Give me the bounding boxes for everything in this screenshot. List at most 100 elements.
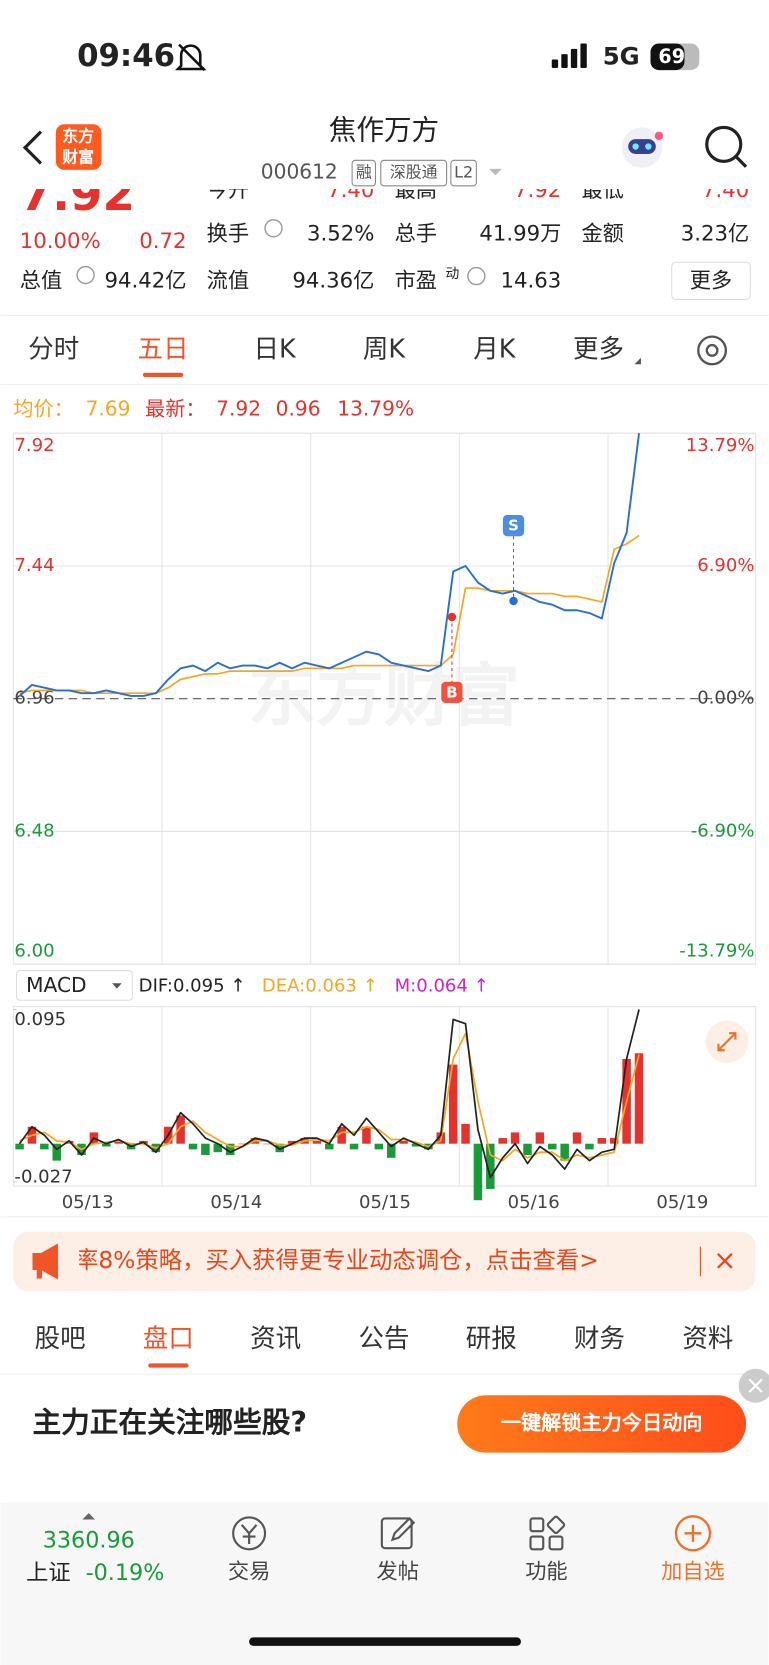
trade-icon[interactable] <box>232 1516 267 1551</box>
settings-icon[interactable] <box>697 335 728 366</box>
macd-bar <box>349 1143 359 1150</box>
promo-text: 主力正在关注哪些股? <box>32 1405 307 1439</box>
latest-value: 7.92 <box>216 396 261 420</box>
banner-text[interactable]: 率8%策略，买入获得更专业动态调仓，点击查看> <box>75 1246 599 1274</box>
macd-legend: M:0.064 ↑ <box>395 975 489 996</box>
macd-bar <box>560 1143 569 1161</box>
macd-chart: 0.095 -0.027 <box>12 1006 757 1201</box>
tab[interactable]: 资讯 <box>250 1324 301 1354</box>
macd-bar <box>201 1143 210 1156</box>
macd-bar <box>213 1143 223 1153</box>
index-name[interactable]: 上证 <box>26 1560 71 1586</box>
more-button[interactable] <box>671 261 751 300</box>
y-tick-label: 0.095 <box>14 1009 66 1030</box>
dropdown-icon[interactable] <box>489 168 502 176</box>
macd-bar <box>238 1143 247 1145</box>
field-label: 金额 <box>581 222 623 247</box>
trade-sell[interactable]: S <box>502 515 525 606</box>
macd-bar <box>325 1143 334 1150</box>
add-icon[interactable] <box>674 1515 712 1552</box>
tab[interactable]: 盘口 <box>143 1324 194 1354</box>
function-icon[interactable] <box>529 1515 566 1551</box>
search-icon[interactable] <box>705 125 748 168</box>
macd-bar <box>572 1132 582 1144</box>
tab-underline <box>148 1363 189 1368</box>
tab[interactable]: 资料 <box>682 1324 733 1354</box>
more-label[interactable]: 更多 <box>690 268 732 293</box>
index-value[interactable]: 3360.96 <box>43 1527 135 1553</box>
tab[interactable]: 月K <box>473 334 516 364</box>
robot-icon[interactable] <box>621 127 664 168</box>
tab[interactable]: 更多 <box>573 334 624 364</box>
macd-bar <box>52 1143 61 1161</box>
field-label: 换手 <box>207 222 249 247</box>
index-change[interactable]: -0.19% <box>86 1560 165 1586</box>
info-icon[interactable] <box>76 265 95 285</box>
expand-arrow[interactable] <box>82 1513 96 1520</box>
indicator-select[interactable] <box>16 970 133 1001</box>
nav-label[interactable]: 发帖 <box>377 1560 419 1585</box>
field-value: 94.42亿 <box>104 268 186 293</box>
trade-label: B <box>446 683 457 701</box>
indicator-name[interactable]: MACD <box>26 973 86 997</box>
field-label: 总值 <box>20 268 62 293</box>
x-tick-label: 05/16 <box>508 1192 560 1213</box>
macd-legend: DIF:0.095 ↑ <box>139 975 246 996</box>
tab[interactable]: 财务 <box>574 1324 625 1354</box>
trade-buy[interactable]: B <box>441 612 463 703</box>
info-icon[interactable] <box>467 266 486 286</box>
field-value: 41.99万 <box>479 222 561 247</box>
banner-close[interactable]: × <box>713 1243 736 1276</box>
tab[interactable]: 日K <box>254 334 297 364</box>
banner[interactable] <box>13 1231 756 1292</box>
y-tick-label: 6.96 <box>14 688 54 709</box>
tag-box <box>380 159 448 187</box>
macd-bar <box>634 1053 644 1144</box>
tab[interactable]: 研报 <box>466 1324 517 1354</box>
nav-label[interactable]: 交易 <box>228 1560 270 1585</box>
macd-bar <box>548 1143 557 1150</box>
macd-bar <box>498 1138 507 1144</box>
promo-button-label[interactable]: 一键解锁主力今日动向 <box>501 1410 703 1434</box>
info-icon[interactable] <box>264 219 283 238</box>
promo-close[interactable] <box>738 1368 769 1403</box>
stock-title: 焦作万方 <box>329 114 439 147</box>
macd-bar <box>448 1064 458 1144</box>
status-time: 09:46 <box>77 38 175 74</box>
y-tick-label: 7.44 <box>14 555 54 576</box>
dropdown-icon[interactable] <box>112 983 122 989</box>
tab[interactable]: 周K <box>363 334 406 364</box>
avg-value: 7.69 <box>86 396 131 420</box>
field-value: 3.23亿 <box>681 222 749 247</box>
tab[interactable]: 分时 <box>28 334 79 364</box>
expand-icon[interactable] <box>705 1020 749 1063</box>
tab[interactable]: 公告 <box>358 1324 409 1354</box>
macd-bar <box>411 1143 421 1147</box>
nav-label[interactable]: 功能 <box>525 1560 567 1585</box>
macd-bar <box>15 1143 24 1150</box>
y2-tick-label: 13.79% <box>686 435 755 456</box>
signal-icon <box>551 43 587 68</box>
tab[interactable]: 股吧 <box>35 1324 86 1354</box>
macd-bar <box>523 1143 532 1156</box>
field-label: 市盈 <box>395 268 437 293</box>
macd-bar <box>275 1143 284 1153</box>
post-icon[interactable] <box>380 1516 416 1550</box>
x-tick-label: 05/13 <box>62 1192 114 1213</box>
network: 5G <box>603 41 640 70</box>
macd-bar <box>225 1143 235 1156</box>
dif-line <box>18 1009 640 1179</box>
promo-button[interactable] <box>457 1395 747 1453</box>
macd-bar <box>176 1115 185 1144</box>
nav-label[interactable]: 加自选 <box>661 1560 725 1585</box>
tag-box <box>450 159 477 187</box>
tab[interactable]: 五日 <box>138 334 189 364</box>
home-indicator <box>249 1637 521 1646</box>
macd-bar <box>312 1140 322 1144</box>
back-icon[interactable] <box>22 130 43 165</box>
macd-bar <box>374 1143 384 1150</box>
macd-bar <box>386 1143 396 1158</box>
trade-label: S <box>508 517 519 535</box>
